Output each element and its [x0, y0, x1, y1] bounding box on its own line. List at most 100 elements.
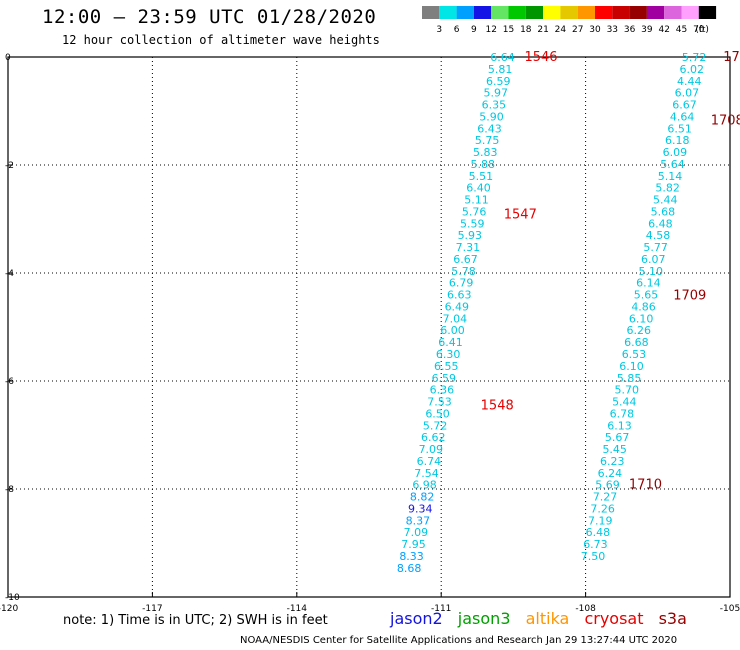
color-swatch [560, 6, 578, 19]
swh-value-label: 5.68 [651, 205, 676, 218]
swh-value-label: 6.36 [430, 384, 455, 397]
swh-value-label: 5.97 [484, 87, 509, 100]
color-swatch [698, 6, 717, 19]
swh-value-label: 6.98 [412, 479, 437, 492]
swh-value-label: 4.58 [646, 229, 671, 242]
swh-value-label: 7.95 [401, 538, 426, 551]
scale-tick-label: 15 [503, 25, 514, 35]
color-swatch [543, 6, 561, 19]
y-tick-label: -10 [5, 593, 20, 603]
scale-tick-label: 9 [471, 25, 477, 35]
y-tick-label: -6 [5, 377, 14, 387]
x-tick-label: -114 [287, 604, 308, 614]
swh-value-label: 7.09 [419, 443, 444, 456]
color-swatch [681, 6, 699, 19]
pass-time-label: 1548 [481, 398, 514, 413]
y-tick-label: -4 [5, 269, 14, 279]
scale-tick-label: 18 [520, 25, 532, 35]
swh-value-label: 5.70 [614, 384, 639, 397]
scale-tick-label: 36 [624, 25, 636, 35]
scale-tick-label: 70 [693, 25, 705, 35]
color-swatch [525, 6, 544, 19]
swh-value-label: 6.49 [445, 300, 470, 313]
color-swatch [646, 6, 665, 19]
swh-value-label: 6.78 [610, 407, 635, 420]
swh-value-label: 5.69 [595, 479, 620, 492]
chart-title: 12:00 – 23:59 UTC 01/28/2020 [42, 6, 377, 28]
swh-value-label: 6.62 [421, 431, 446, 444]
mission-jason2: jason2 [390, 609, 443, 628]
swh-value-label: 5.90 [479, 110, 504, 123]
x-tick-label: -108 [575, 604, 596, 614]
swh-value-label: 6.67 [672, 99, 697, 112]
swh-value-label: 8.82 [410, 491, 435, 504]
swh-value-label: 5.72 [423, 419, 448, 432]
color-swatch [595, 6, 613, 19]
swh-value-label: 5.67 [605, 431, 630, 444]
source-credit: NOAA/NESDIS Center for Satellite Applica… [240, 635, 678, 646]
swh-value-label: 6.26 [627, 324, 652, 337]
pass-time-label: 1710 [629, 478, 662, 493]
color-scale-legend: 3 6 9 12 15 18 21 24 27 30 33 36 39 42 45 70(ft) [422, 6, 717, 35]
mission-s3a: s3a [658, 609, 687, 628]
color-swatch [577, 6, 595, 19]
swh-value-label: 6.73 [583, 538, 608, 551]
x-tick-label: -111 [431, 604, 451, 614]
swh-value-label: 6.67 [453, 253, 478, 266]
swh-value-label: 7.50 [581, 550, 606, 563]
scale-tick-label: 21 [537, 25, 548, 35]
swh-value-label: 8.33 [399, 550, 424, 563]
swh-value-label: 6.07 [675, 87, 700, 100]
scale-tick-label: 3 [436, 25, 442, 35]
pass-time-label: 1708 [711, 114, 740, 129]
swh-value-label: 6.53 [622, 348, 647, 361]
swh-value-label: 5.75 [475, 134, 500, 147]
x-tick-label: -117 [142, 604, 162, 614]
pass-time-label: 1547 [504, 208, 537, 223]
swh-value-label: 5.72 [682, 51, 707, 64]
swh-value-label: 5.77 [643, 241, 668, 254]
mission-legend: jason2 jason3 altika cryosat s3a [390, 609, 697, 628]
swh-value-label: 6.59 [432, 372, 457, 385]
color-swatch [422, 6, 440, 19]
mission-jason3: jason3 [457, 609, 511, 628]
color-swatch [473, 6, 492, 19]
swh-value-label: 5.76 [462, 205, 487, 218]
chart-subtitle: 12 hour collection of altimeter wave hei… [62, 33, 380, 47]
swh-value-label: 6.10 [619, 360, 644, 373]
scale-tick-label: 27 [572, 25, 583, 35]
swh-value-label: 7.53 [427, 396, 452, 409]
swh-value-label: 9.34 [408, 502, 433, 515]
swh-value-label: 6.09 [663, 146, 688, 159]
color-swatch [439, 6, 457, 19]
scale-tick-label: 39 [641, 25, 653, 35]
color-swatch [508, 6, 526, 19]
swh-value-label: 6.48 [648, 217, 673, 230]
scale-tick-label: 42 [658, 25, 669, 35]
swh-value-label: 7.54 [414, 467, 439, 480]
swh-value-label: 5.11 [464, 194, 489, 207]
color-swatch [456, 6, 474, 19]
swh-value-label: 5.44 [612, 396, 637, 409]
swh-value-label: 6.00 [440, 324, 465, 337]
swh-value-label: 7.09 [404, 526, 429, 539]
color-swatch [664, 6, 682, 19]
swh-value-label: 4.64 [670, 110, 695, 123]
swh-value-label: 6.68 [624, 336, 649, 349]
swh-value-label: 6.14 [636, 277, 661, 290]
swh-value-label: 5.59 [460, 217, 485, 230]
swh-value-label: 7.31 [456, 241, 481, 254]
swh-value-label: 6.35 [482, 99, 507, 112]
swh-value-label: 6.30 [436, 348, 461, 361]
swh-value-label: 8.68 [397, 562, 422, 575]
swh-value-label: 5.45 [602, 443, 627, 456]
swh-value-label: 5.85 [617, 372, 642, 385]
swh-value-label: 5.14 [658, 170, 683, 183]
swh-value-label: 6.40 [466, 182, 491, 195]
swh-value-label: 6.02 [679, 63, 704, 76]
swh-value-label: 6.10 [629, 312, 654, 325]
swh-value-label: 5.44 [653, 194, 678, 207]
swh-value-label: 6.55 [434, 360, 459, 373]
swh-value-label: 4.86 [631, 300, 656, 313]
swh-value-label: 5.64 [660, 158, 685, 171]
